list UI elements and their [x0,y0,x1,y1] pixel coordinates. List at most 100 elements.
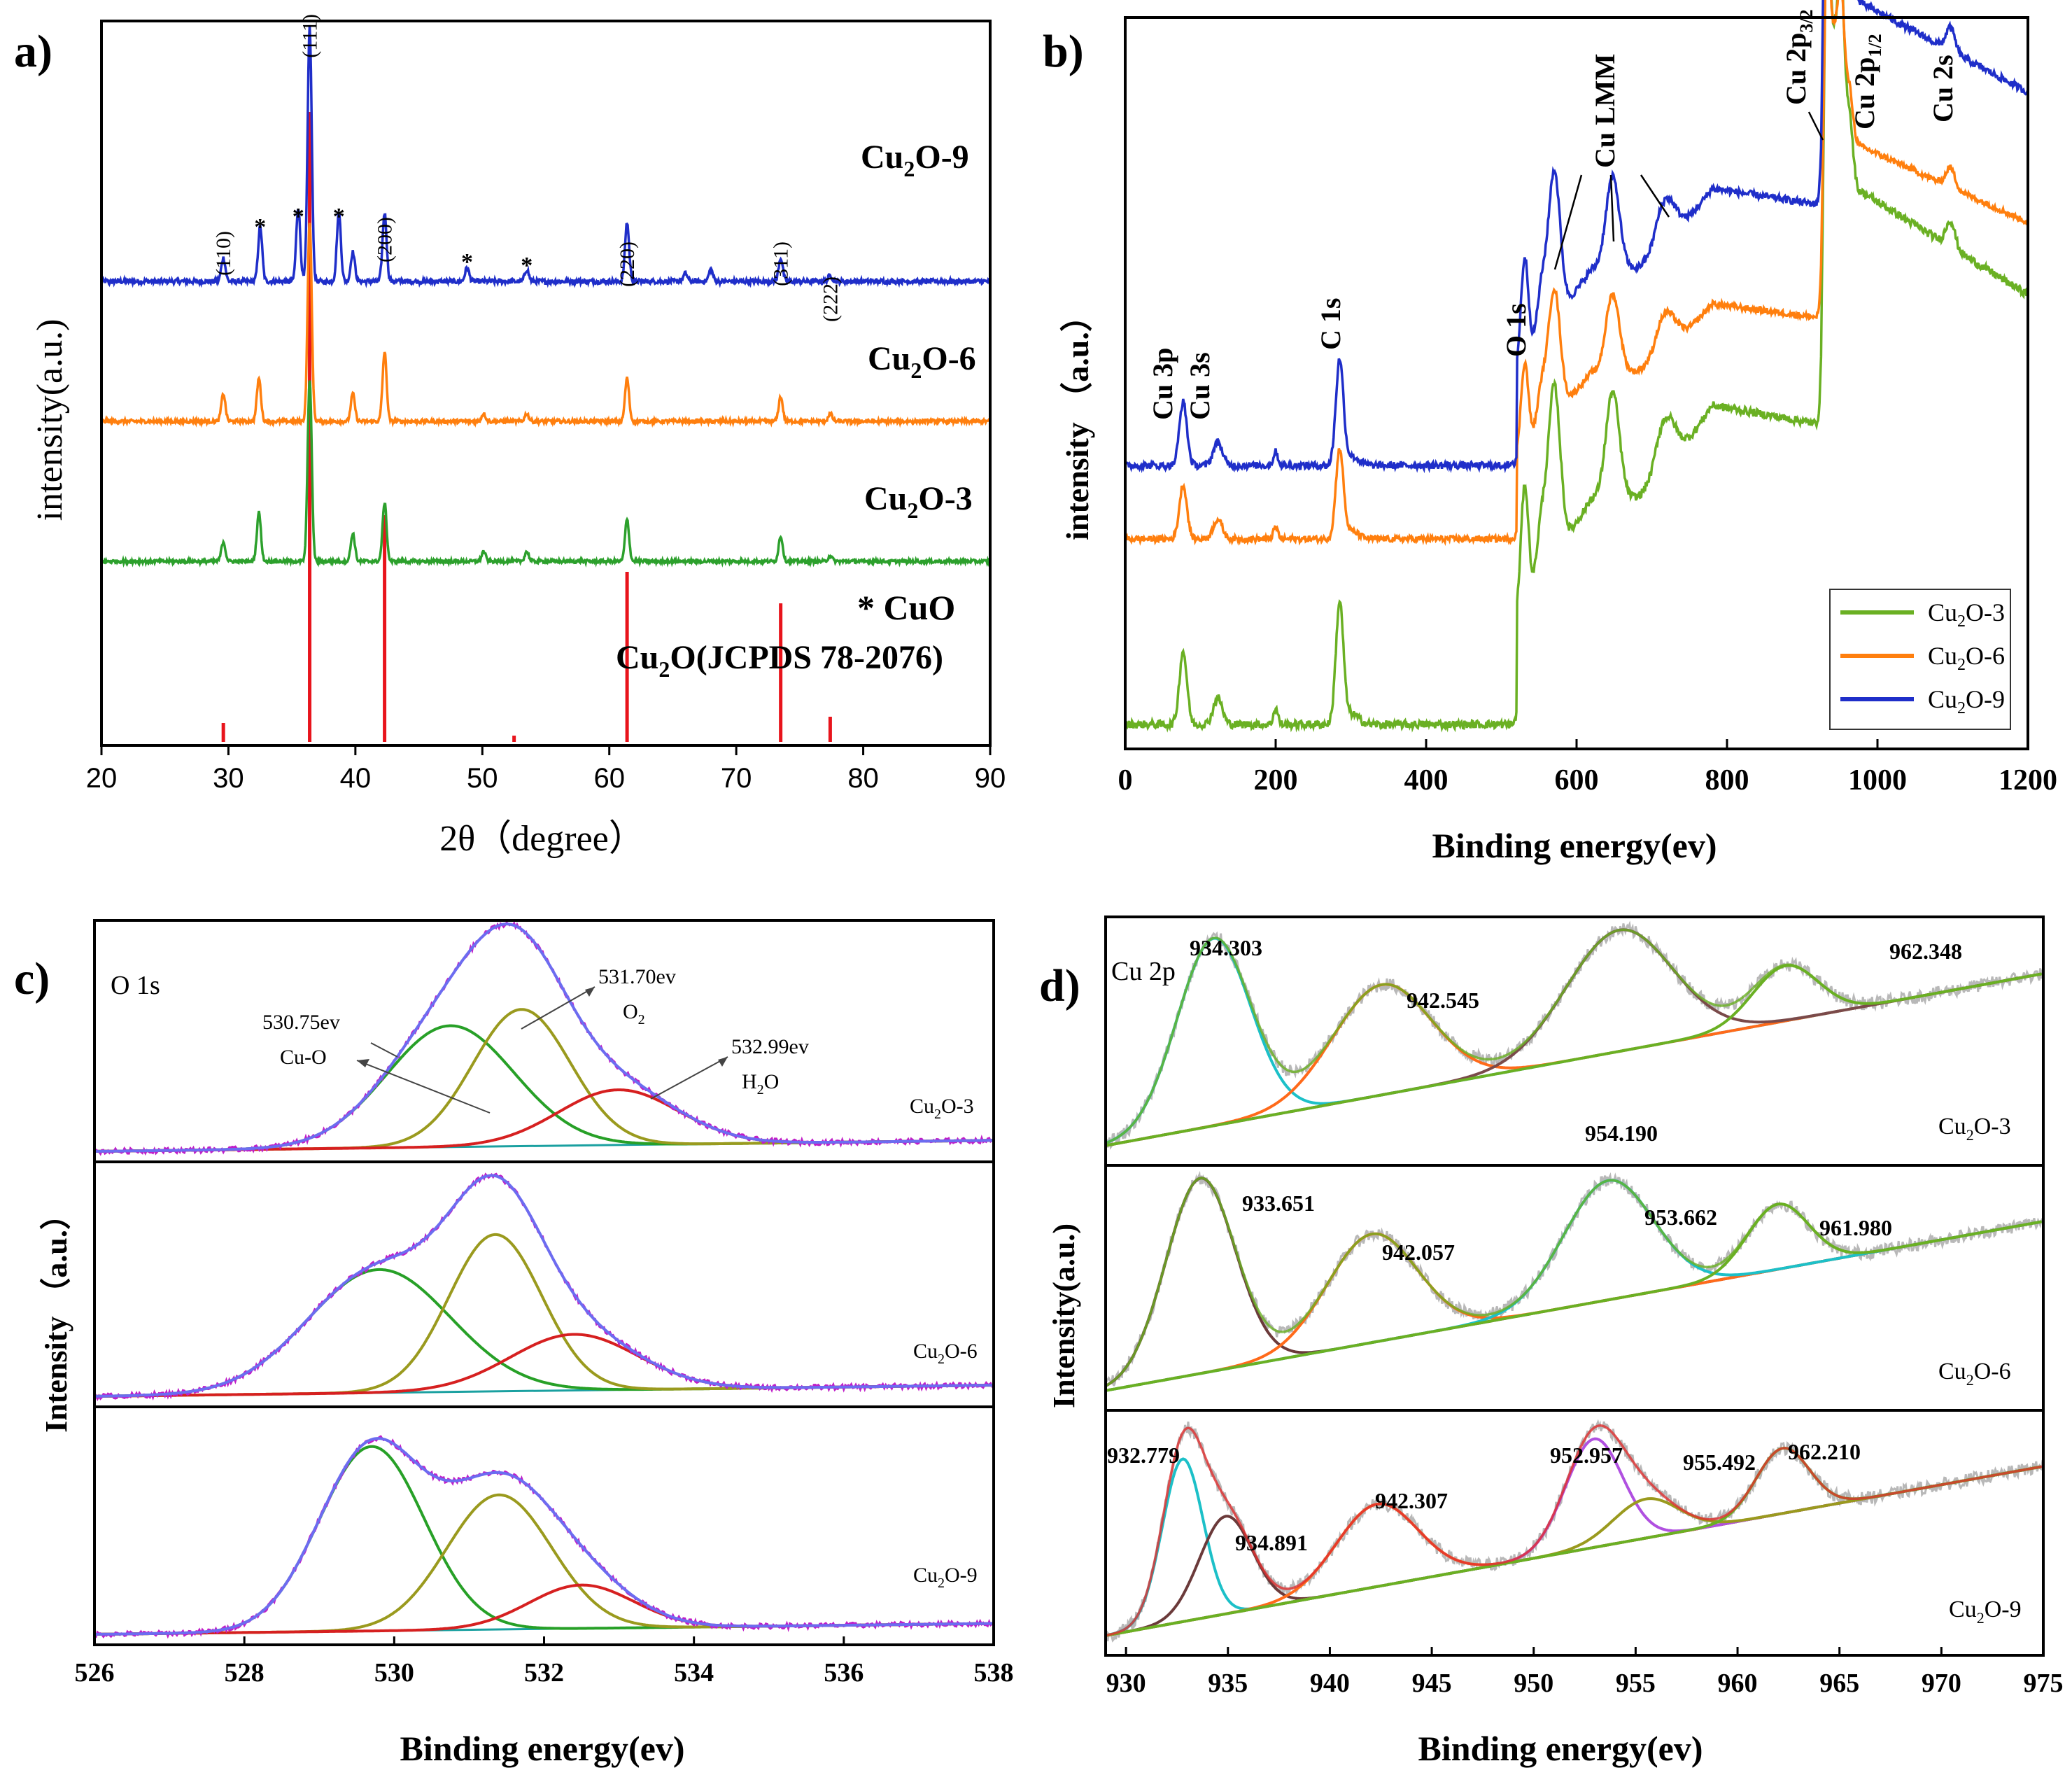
envelope-line [1105,1424,2044,1637]
panel-a-axes [100,20,992,747]
x-tick-label: 600 [1555,764,1599,797]
hkl-label: (220) [616,241,639,287]
x-tick-label: 40 [340,763,372,794]
envelope-line [1105,928,2044,1144]
subplot-label-cu2o-6: Cu2O-6 [1938,1359,2011,1389]
panel-d-ylabel: Intensity(a.u.) [1047,1223,1081,1408]
peak-position-label: 952.957 [1550,1443,1623,1468]
panel-b-ylabel: intensity （a.u.） [1059,300,1095,540]
panel-b-axes [1124,16,2029,750]
hkl-label: (110) [212,231,235,276]
arrow-line [1640,174,1670,218]
x-tick-label: 536 [824,1658,864,1688]
peak-label: Cu 3s [1184,352,1215,420]
hkl-label: (200) [374,217,397,262]
peak-label: C 1s [1315,298,1346,350]
peak-position-label: 962.348 [1889,939,1962,964]
x-tick-label: 200 [1254,764,1298,797]
series-line-cu2o-9 [1124,0,2029,474]
o1s-subplot [93,1405,995,1646]
x-ticks: 930 935 940 945 950 955 960 965 970 975 [1106,1647,2064,1698]
subplot-axes [93,1160,995,1408]
cu-o-component [94,1024,994,1153]
x-tick-label: 945 [1412,1669,1452,1698]
arrow-line [1553,174,1583,270]
series-line-cu2o-6 [100,223,991,428]
x-tick-label: 50 [467,763,498,794]
cuo-marker-label: * CuO [857,588,955,627]
panel-b: b) intensity （a.u.） Binding energy(ev) 0… [1043,0,2057,865]
peak-position-label: 933.651 [1242,1191,1315,1216]
peak-label: Cu 2s [1927,55,1959,122]
x-tick-label: 930 [1106,1669,1146,1698]
anno-532-99-species: H2O [742,1070,779,1097]
arrow-line [1807,111,1824,141]
x-tick-label: 80 [847,763,879,794]
peak-position-label: 934.891 [1235,1530,1308,1555]
panel-c-xlabel: Binding energy(ev) [400,1729,685,1768]
hkl-label: (311) [770,241,793,286]
series-line-cu2o-3 [101,380,992,568]
x-tick-label: 528 [225,1658,265,1688]
panel-d-letter: d) [1039,960,1080,1011]
panel-d-title: Cu 2p [1111,957,1176,986]
peak-position-label: 942.057 [1382,1240,1455,1265]
subplot-label-cu2o-6: Cu2O-6 [913,1340,978,1367]
peak-position-label: 942.307 [1375,1488,1448,1513]
x-tick-label: 70 [721,763,752,794]
x-tick-label: 1200 [1999,764,2057,797]
cu-o-component [94,1445,994,1636]
x-tick-label: 955 [1616,1669,1656,1698]
subplot-label-cu2o-9: Cu2O-9 [1949,1597,2022,1627]
x-tick-label: 530 [374,1658,414,1688]
panel-b-letter: b) [1043,26,1084,77]
peak-label: Cu LMM [1589,54,1621,168]
hkl-labels: (110)(111)(200)(220) (311)(222) [212,14,842,322]
anno-531-70-value: 531.70ev [598,965,676,988]
xrd-curves [100,24,992,568]
x-tick-label: 526 [75,1658,115,1688]
reference-lines [221,112,832,742]
subplot-axes [93,1405,995,1646]
series-line-cu2o-6 [1124,0,2029,547]
o1s-subplots [93,919,995,1646]
o1s-subplot [93,1160,995,1408]
cuo-star: * [293,204,304,230]
anno-531-70-species: O2 [623,1000,645,1027]
o2-component [94,1008,994,1153]
peak-label: Cu 2p3/2 [1780,9,1817,105]
panel-a: a) intensity(a.u.) 2θ（degree） 20 30 40 50 60… [14,14,1006,859]
envelope-line [94,1437,994,1636]
series-label-cu2o-6: Cu2O-6 [868,340,976,383]
envelope-line [94,922,994,1153]
series-label-cu2o-3: Cu2O-3 [864,480,973,523]
peak-position-label: 955.492 [1683,1450,1756,1475]
envelope-line [94,1174,994,1398]
raw-data-line [93,1172,995,1401]
x-tick-label: 20 [86,763,118,794]
cu2p-subplot: 934.303 942.545 954.190 962.348 [1104,915,2045,1167]
hkl-label: (222) [819,276,842,322]
panel-d: d) Intensity(a.u.) Binding energy(ev) 93… [1039,915,2064,1768]
cuo-star: * [333,204,345,230]
cuo-star: * [461,249,473,275]
peak-position-label: 962.210 [1788,1439,1861,1464]
o2-component [94,1493,994,1636]
legend-entry: Cu2O-9 [1928,685,2005,717]
subplot-axes [1104,1409,2045,1657]
component-peak [1105,936,2042,1145]
panel-c-ylabel: Intensity （a.u.） [39,1199,73,1433]
series-line-cu2o-3 [1124,0,2029,733]
subplot-label-cu2o-9: Cu2O-9 [913,1564,978,1591]
x-tick-label: 400 [1404,764,1449,797]
x-tick-label: 532 [524,1658,564,1688]
series-line-cu2o-9 [100,24,991,288]
x-ticks: 0 200 400 600 800 1000 1200 [1118,739,2057,797]
peak-label: Cu 3p [1147,348,1178,420]
x-tick-label: 30 [213,763,244,794]
cu2p-subplot: 932.779 934.891 942.307 952.957 955.492 962.2… [1104,1409,2045,1657]
peak-position-label: 934.303 [1190,935,1262,960]
envelope-line [1105,1177,2044,1387]
xps-survey-curves [1124,0,2029,733]
